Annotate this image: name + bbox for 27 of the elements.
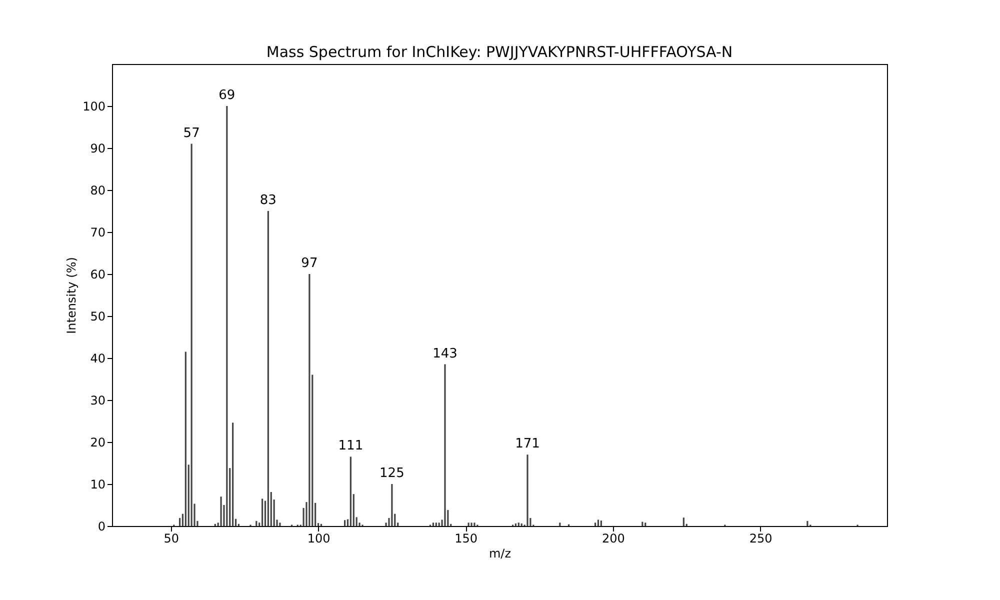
x-tick-label: 250: [749, 532, 772, 546]
annotation: 83: [260, 193, 276, 208]
x-tick-label: 100: [307, 532, 330, 546]
x-tick-label: 150: [454, 532, 478, 546]
x-tick-label: 50: [164, 532, 180, 546]
y-tick-label: 40: [90, 352, 106, 366]
annotation: 143: [432, 346, 458, 362]
annotation: 111: [338, 438, 364, 454]
annotation: 57: [183, 126, 200, 141]
y-tick-label: 0: [98, 520, 106, 534]
y-tick-label: 80: [90, 184, 106, 198]
y-tick-label: 60: [90, 268, 106, 282]
chart-title: Mass Spectrum for InChIKey: PWJJYVAKYPNRST-UHFFFAOYSA-N: [266, 43, 733, 61]
y-tick-label: 50: [90, 310, 106, 324]
annotation: 97: [301, 256, 318, 271]
annotation: 125: [380, 466, 404, 481]
y-tick-label: 100: [82, 100, 106, 114]
y-tick-label: 20: [90, 436, 106, 450]
y-tick-label: 70: [90, 226, 106, 240]
y-tick-label: 30: [90, 394, 106, 408]
x-tick-label: 200: [602, 532, 625, 546]
annotation: 171: [515, 436, 540, 452]
annotation: 69: [218, 88, 236, 103]
y-tick-label: 90: [90, 142, 106, 156]
y-axis-title: Intensity (%): [64, 257, 79, 334]
y-tick-label: 10: [90, 478, 106, 492]
x-axis-title: m/z: [488, 546, 512, 560]
